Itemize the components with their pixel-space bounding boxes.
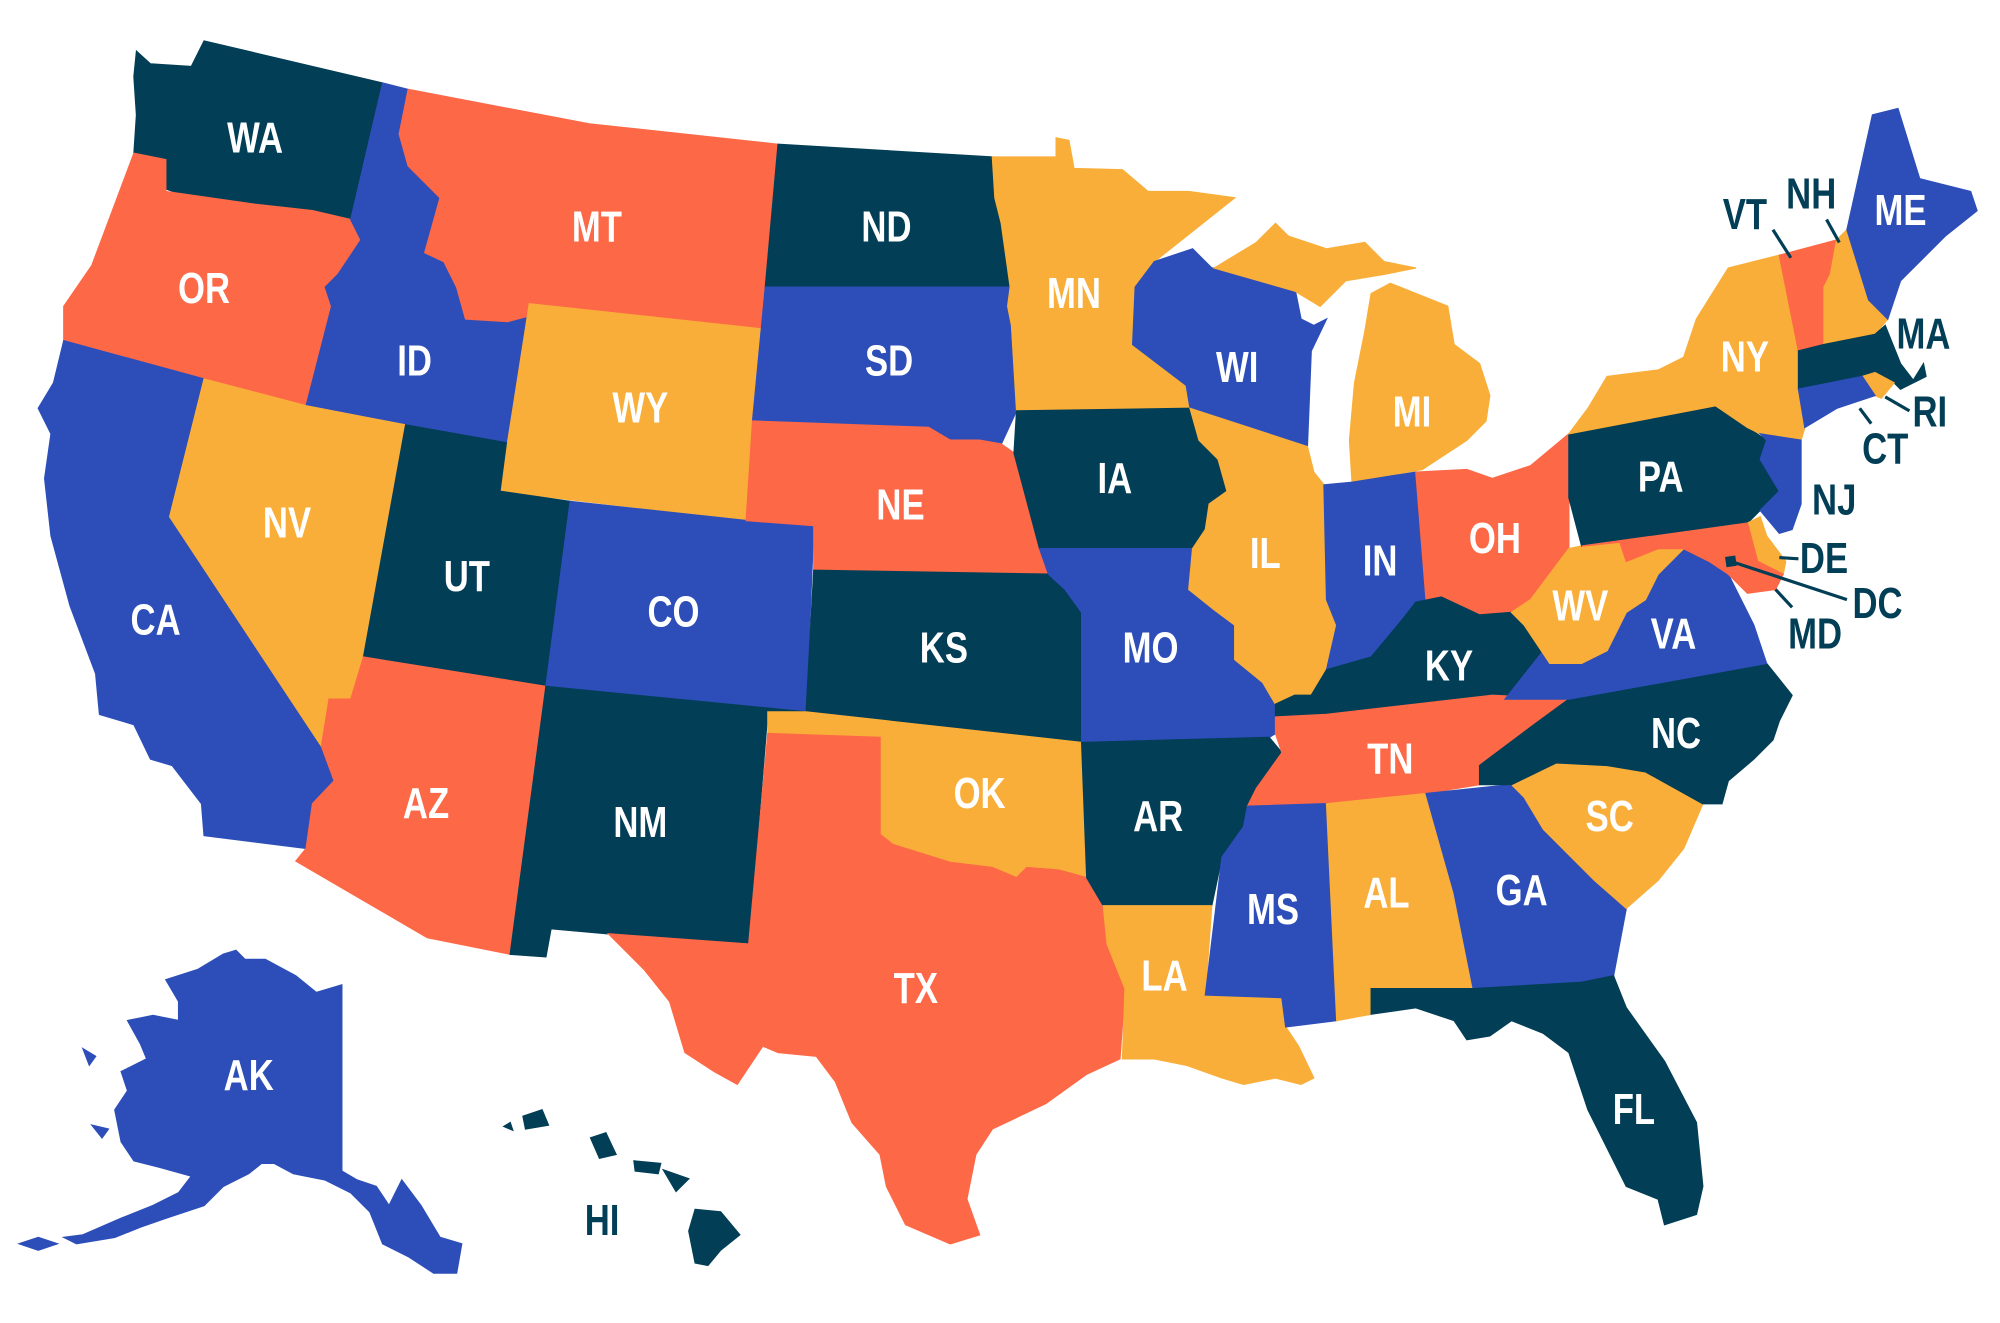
state-label-ga: GA	[1496, 866, 1548, 915]
state-label-nm: NM	[613, 799, 667, 848]
state-shape-mi	[1212, 222, 1416, 308]
state-label-id: ID	[397, 337, 432, 386]
state-shape-hi	[502, 1121, 514, 1132]
state-label-ky: KY	[1425, 642, 1473, 691]
state-shape-mi	[1348, 282, 1491, 484]
state-label-md: MD	[1788, 610, 1842, 659]
state-fl	[1370, 975, 1704, 1226]
state-label-fl: FL	[1613, 1086, 1655, 1135]
state-shape-nj	[1758, 432, 1802, 535]
state-label-ny: NY	[1721, 333, 1769, 382]
leader-line-ri	[1884, 395, 1911, 413]
state-shape-ct	[1797, 375, 1876, 429]
state-label-sc: SC	[1586, 792, 1634, 841]
state-tx	[606, 732, 1126, 1245]
state-label-me: ME	[1874, 186, 1926, 235]
state-label-de: DE	[1800, 535, 1848, 584]
state-label-ne: NE	[876, 481, 924, 530]
state-label-nc: NC	[1651, 709, 1701, 758]
leader-line-md	[1774, 588, 1794, 609]
state-shape-co	[545, 500, 815, 713]
leader-lines	[1730, 218, 1911, 609]
state-shape-fl	[1370, 975, 1704, 1226]
state-nj	[1758, 432, 1802, 535]
state-label-la: LA	[1141, 952, 1187, 1001]
state-shape-ak	[90, 1124, 110, 1139]
state-shape-me	[1846, 107, 1978, 321]
state-label-il: IL	[1250, 529, 1281, 578]
state-ms	[1204, 803, 1338, 1028]
state-label-ar: AR	[1133, 792, 1183, 841]
state-label-wa: WA	[227, 114, 283, 163]
state-label-or: OR	[178, 264, 230, 313]
state-label-nh: NH	[1786, 170, 1836, 219]
state-label-dc: DC	[1852, 579, 1902, 628]
state-label-ut: UT	[444, 552, 490, 601]
state-shapes	[17, 40, 1978, 1274]
state-ct	[1797, 375, 1876, 429]
state-mi	[1212, 222, 1491, 484]
state-label-ok: OK	[954, 769, 1006, 818]
state-label-mo: MO	[1123, 624, 1179, 673]
leader-line-ct	[1858, 407, 1873, 425]
state-label-in: IN	[1363, 537, 1398, 586]
state-shape-ak	[61, 949, 463, 1274]
state-label-nd: ND	[861, 203, 911, 252]
state-shape-wv	[1510, 541, 1686, 665]
state-shape-hi	[589, 1132, 617, 1160]
state-label-ak: AK	[224, 1051, 274, 1100]
state-label-ca: CA	[131, 596, 181, 645]
state-hi	[502, 1109, 741, 1267]
state-label-az: AZ	[403, 779, 449, 828]
state-label-pa: PA	[1638, 453, 1684, 502]
state-shape-hi	[522, 1109, 550, 1130]
state-label-ma: MA	[1896, 310, 1950, 359]
state-label-vt: VT	[1723, 190, 1767, 239]
state-md	[1581, 522, 1785, 594]
state-label-ct: CT	[1862, 425, 1908, 474]
state-label-ms: MS	[1247, 885, 1299, 934]
state-labels: WA OR CA ID NV MT WY UT AZ CO NM ND SD NE KS OK TX MN IA MO…	[131, 114, 1951, 1245]
state-shape-hi	[633, 1160, 662, 1175]
state-label-al: AL	[1363, 869, 1409, 918]
state-label-ri: RI	[1912, 388, 1947, 437]
state-label-hi: HI	[585, 1197, 620, 1246]
state-me	[1846, 107, 1978, 321]
leader-line-de	[1779, 555, 1799, 561]
state-label-nv: NV	[263, 499, 311, 548]
state-label-tx: TX	[894, 964, 938, 1013]
state-label-wi: WI	[1216, 343, 1258, 392]
state-label-va: VA	[1651, 610, 1697, 659]
state-shape-ak	[81, 1047, 97, 1067]
state-label-wv: WV	[1552, 582, 1608, 631]
leader-line-vt	[1771, 228, 1793, 259]
leader-line-nh	[1825, 218, 1841, 244]
state-label-co: CO	[647, 588, 699, 637]
state-shape-hi	[688, 1208, 741, 1267]
state-shape-md	[1581, 522, 1785, 594]
state-shape-tx	[606, 732, 1126, 1245]
state-label-ia: IA	[1097, 454, 1132, 503]
state-label-mt: MT	[572, 203, 622, 252]
state-label-mn: MN	[1047, 269, 1101, 318]
state-co	[545, 500, 815, 713]
state-label-sd: SD	[865, 337, 913, 386]
state-shape-ms	[1204, 803, 1338, 1028]
state-ak	[17, 949, 463, 1274]
state-wv	[1510, 541, 1686, 665]
state-label-wy: WY	[612, 384, 668, 433]
state-label-mi: MI	[1393, 388, 1432, 437]
leader-line-dc	[1730, 559, 1848, 602]
state-shape-hi	[661, 1168, 690, 1193]
state-label-tn: TN	[1367, 735, 1413, 784]
state-label-oh: OH	[1469, 514, 1521, 563]
state-shape-ak	[17, 1236, 60, 1251]
state-label-ks: KS	[920, 624, 968, 673]
state-label-nj: NJ	[1812, 476, 1856, 525]
